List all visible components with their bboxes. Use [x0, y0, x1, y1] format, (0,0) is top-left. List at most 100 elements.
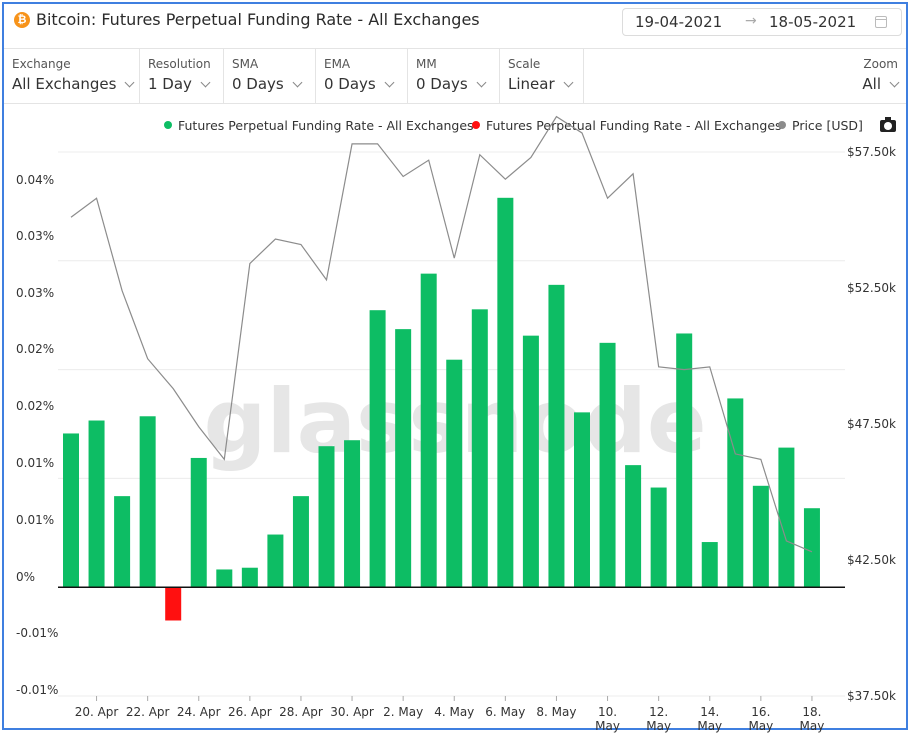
- legend-item-funding-positive[interactable]: Futures Perpetual Funding Rate - All Exc…: [164, 118, 474, 133]
- x-tick-label: 2. May: [383, 705, 423, 719]
- camera-icon[interactable]: [880, 117, 896, 132]
- y-left-tick-label: 0.02%: [16, 342, 54, 356]
- legend-item-price[interactable]: Price [USD]: [778, 118, 863, 133]
- scale-value[interactable]: Linear: [508, 75, 574, 93]
- bar: [344, 440, 361, 588]
- x-tick-label: 20. Apr: [75, 705, 119, 719]
- bar: [267, 534, 284, 588]
- bar: [139, 416, 156, 588]
- bar: [165, 587, 182, 621]
- exchange-value[interactable]: All Exchanges: [12, 75, 135, 93]
- bar: [574, 412, 590, 588]
- y-left-tick-label: -0.01%: [16, 626, 58, 640]
- bar: [446, 359, 463, 588]
- bar: [701, 542, 718, 588]
- x-tick-label: May: [800, 719, 825, 733]
- y-left-tick-label: -0.01%: [16, 683, 58, 697]
- mm-select[interactable]: MM 0 Days: [408, 49, 500, 103]
- mm-value[interactable]: 0 Days: [416, 75, 487, 93]
- x-tick-label: 30. Apr: [330, 705, 374, 719]
- ema-value[interactable]: 0 Days: [324, 75, 395, 93]
- ema-label: EMA: [324, 57, 351, 71]
- page-title: Bitcoin: Futures Perpetual Funding Rate …: [36, 10, 480, 29]
- exchange-label: Exchange: [12, 57, 71, 71]
- price-series-line: [70, 115, 813, 553]
- x-tick-label: 18.: [802, 705, 821, 719]
- bar: [471, 309, 488, 588]
- y-right-tick-label: $37.50k: [847, 689, 896, 703]
- bar: [676, 333, 693, 588]
- bar: [752, 485, 769, 588]
- x-tick-label: 26. Apr: [228, 705, 272, 719]
- bar: [369, 310, 386, 588]
- y-left-tick-label: 0.01%: [16, 513, 54, 527]
- x-tick-label: May: [646, 719, 671, 733]
- bar: [292, 496, 309, 588]
- x-tick-label: 24. Apr: [177, 705, 221, 719]
- resolution-value[interactable]: 1 Day: [148, 75, 211, 93]
- x-tick-label: May: [748, 719, 773, 733]
- bar: [241, 567, 258, 588]
- resolution-label: Resolution: [148, 57, 211, 71]
- bar: [114, 496, 131, 588]
- y-left-tick-label: 0%: [16, 570, 35, 584]
- scale-label: Scale: [508, 57, 541, 71]
- resolution-select[interactable]: Resolution 1 Day: [140, 49, 224, 103]
- y-left-tick-label: 0.02%: [16, 399, 54, 413]
- date-to[interactable]: 18-05-2021: [769, 13, 857, 31]
- controls-bar: Exchange All Exchanges Resolution 1 Day …: [4, 48, 906, 104]
- date-from[interactable]: 19-04-2021: [635, 13, 723, 31]
- y-right-tick-label: $47.50k: [847, 417, 896, 431]
- x-tick-label: 16.: [751, 705, 770, 719]
- zoom-select[interactable]: Zoom All: [838, 49, 900, 103]
- bar: [625, 465, 642, 588]
- bar: [318, 446, 335, 588]
- bar: [63, 433, 79, 588]
- x-tick-label: May: [595, 719, 620, 733]
- chart-legend: Futures Perpetual Funding Rate - All Exc…: [4, 118, 906, 138]
- bar: [522, 335, 539, 588]
- bitcoin-icon: ₿: [14, 12, 30, 28]
- x-tick-label: 22. Apr: [126, 705, 170, 719]
- arrow-right-icon: →: [745, 13, 757, 29]
- x-tick-label: 14.: [700, 705, 719, 719]
- bar: [420, 273, 437, 588]
- x-tick-label: 28. Apr: [279, 705, 323, 719]
- legend-dot-icon: [472, 121, 480, 129]
- legend-dot-icon: [164, 121, 172, 129]
- sma-select[interactable]: SMA 0 Days: [224, 49, 316, 103]
- x-tick-label: 10.: [598, 705, 617, 719]
- legend-dot-icon: [778, 121, 786, 129]
- x-tick-label: 6. May: [485, 705, 525, 719]
- legend-item-funding-negative[interactable]: Futures Perpetual Funding Rate - All Exc…: [472, 118, 782, 133]
- x-tick-label: 4. May: [434, 705, 474, 719]
- ema-select[interactable]: EMA 0 Days: [316, 49, 408, 103]
- y-right-tick-label: $52.50k: [847, 281, 896, 295]
- bar: [727, 398, 744, 588]
- exchange-select[interactable]: Exchange All Exchanges: [4, 49, 140, 103]
- bar: [395, 329, 412, 588]
- sma-value[interactable]: 0 Days: [232, 75, 303, 93]
- date-range-picker[interactable]: 19-04-2021 → 18-05-2021: [622, 8, 902, 36]
- bar: [88, 420, 105, 588]
- bar: [599, 342, 616, 588]
- y-left-tick-label: 0.04%: [16, 173, 54, 187]
- y-left-tick-label: 0.03%: [16, 229, 54, 243]
- scale-select[interactable]: Scale Linear: [500, 49, 584, 103]
- zoom-value[interactable]: All: [862, 75, 900, 93]
- bar: [803, 508, 820, 588]
- header: ₿ Bitcoin: Futures Perpetual Funding Rat…: [4, 4, 906, 44]
- y-right-tick-label: $57.50k: [847, 145, 896, 159]
- bar: [190, 457, 207, 588]
- x-tick-label: May: [697, 719, 722, 733]
- mm-label: MM: [416, 57, 437, 71]
- x-tick-label: 8. May: [536, 705, 576, 719]
- bar: [216, 569, 233, 588]
- x-tick-label: 12.: [649, 705, 668, 719]
- calendar-icon[interactable]: [875, 16, 887, 28]
- bar: [650, 487, 667, 588]
- sma-label: SMA: [232, 57, 259, 71]
- y-left-tick-label: 0.01%: [16, 456, 54, 470]
- y-left-tick-label: 0.03%: [16, 286, 54, 300]
